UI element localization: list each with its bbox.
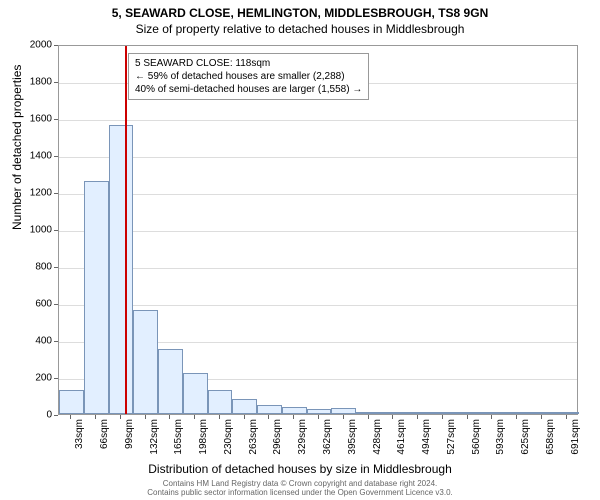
y-tick-mark <box>54 304 58 305</box>
plot-background <box>58 45 578 415</box>
annotation-line3: 40% of semi-detached houses are larger (… <box>135 83 362 96</box>
x-tick-mark <box>516 415 517 419</box>
bar <box>554 412 579 414</box>
x-tick-label: 428sqm <box>372 419 383 464</box>
x-tick-mark <box>194 415 195 419</box>
bar <box>529 412 554 414</box>
y-axis-label: Number of detached properties <box>10 65 24 230</box>
y-tick-label: 600 <box>2 299 52 310</box>
bar <box>208 390 233 414</box>
bar <box>282 407 307 414</box>
x-tick-label: 625sqm <box>520 419 531 464</box>
x-tick-mark <box>70 415 71 419</box>
x-tick-mark <box>318 415 319 419</box>
bar <box>480 412 505 414</box>
bar <box>356 412 381 414</box>
bar <box>158 349 183 414</box>
x-tick-label: 658sqm <box>545 419 556 464</box>
x-tick-mark <box>169 415 170 419</box>
y-tick-mark <box>54 45 58 46</box>
bar <box>84 181 109 414</box>
bar <box>455 412 480 414</box>
y-tick-mark <box>54 119 58 120</box>
y-tick-mark <box>54 267 58 268</box>
y-tick-mark <box>54 156 58 157</box>
footer-line2: Contains public sector information licen… <box>0 488 600 498</box>
annotation-line1: 5 SEAWARD CLOSE: 118sqm <box>135 57 362 70</box>
bar <box>307 409 332 414</box>
x-tick-label: 362sqm <box>322 419 333 464</box>
bar <box>430 412 455 414</box>
bar <box>406 412 431 414</box>
y-tick-mark <box>54 341 58 342</box>
bar <box>133 310 158 414</box>
x-tick-label: 296sqm <box>272 419 283 464</box>
x-tick-mark <box>491 415 492 419</box>
x-tick-mark <box>566 415 567 419</box>
y-tick-mark <box>54 230 58 231</box>
y-tick-label: 2000 <box>2 40 52 51</box>
x-tick-mark <box>541 415 542 419</box>
bar <box>183 373 208 414</box>
y-tick-mark <box>54 82 58 83</box>
y-tick-mark <box>54 193 58 194</box>
y-tick-label: 400 <box>2 336 52 347</box>
x-tick-mark <box>95 415 96 419</box>
x-tick-mark <box>293 415 294 419</box>
x-axis-label: Distribution of detached houses by size … <box>0 462 600 476</box>
y-tick-mark <box>54 415 58 416</box>
x-tick-label: 395sqm <box>347 419 358 464</box>
x-tick-mark <box>219 415 220 419</box>
annotation-box: 5 SEAWARD CLOSE: 118sqm ← 59% of detache… <box>128 53 369 100</box>
bar <box>109 125 134 414</box>
annotation-line2: ← 59% of detached houses are smaller (2,… <box>135 70 362 83</box>
x-tick-mark <box>442 415 443 419</box>
x-tick-mark <box>467 415 468 419</box>
bar <box>381 412 406 414</box>
bar <box>59 390 84 414</box>
title-line2: Size of property relative to detached ho… <box>0 20 600 36</box>
x-tick-mark <box>417 415 418 419</box>
bars-container <box>59 46 577 414</box>
y-tick-label: 800 <box>2 262 52 273</box>
x-tick-label: 66sqm <box>99 419 110 464</box>
x-tick-mark <box>368 415 369 419</box>
x-tick-mark <box>268 415 269 419</box>
y-tick-label: 200 <box>2 373 52 384</box>
x-tick-label: 560sqm <box>471 419 482 464</box>
x-tick-label: 593sqm <box>495 419 506 464</box>
x-tick-label: 132sqm <box>149 419 160 464</box>
bar <box>331 408 356 414</box>
footer-line1: Contains HM Land Registry data © Crown c… <box>0 479 600 489</box>
x-tick-mark <box>145 415 146 419</box>
bar <box>257 405 282 414</box>
x-tick-label: 461sqm <box>396 419 407 464</box>
x-tick-label: 263sqm <box>248 419 259 464</box>
x-tick-mark <box>392 415 393 419</box>
x-tick-label: 99sqm <box>124 419 135 464</box>
y-tick-label: 0 <box>2 410 52 421</box>
title-line1: 5, SEAWARD CLOSE, HEMLINGTON, MIDDLESBRO… <box>0 0 600 20</box>
x-tick-label: 329sqm <box>297 419 308 464</box>
marker-line <box>125 46 127 414</box>
x-tick-mark <box>244 415 245 419</box>
x-tick-label: 33sqm <box>74 419 85 464</box>
x-tick-label: 494sqm <box>421 419 432 464</box>
x-tick-label: 230sqm <box>223 419 234 464</box>
x-tick-label: 691sqm <box>570 419 581 464</box>
x-tick-label: 165sqm <box>173 419 184 464</box>
x-tick-label: 527sqm <box>446 419 457 464</box>
bar <box>232 399 257 414</box>
y-tick-mark <box>54 378 58 379</box>
x-tick-mark <box>120 415 121 419</box>
x-tick-label: 198sqm <box>198 419 209 464</box>
chart-area: 5 SEAWARD CLOSE: 118sqm ← 59% of detache… <box>58 45 578 415</box>
footer: Contains HM Land Registry data © Crown c… <box>0 479 600 498</box>
x-tick-mark <box>343 415 344 419</box>
bar <box>505 412 530 414</box>
